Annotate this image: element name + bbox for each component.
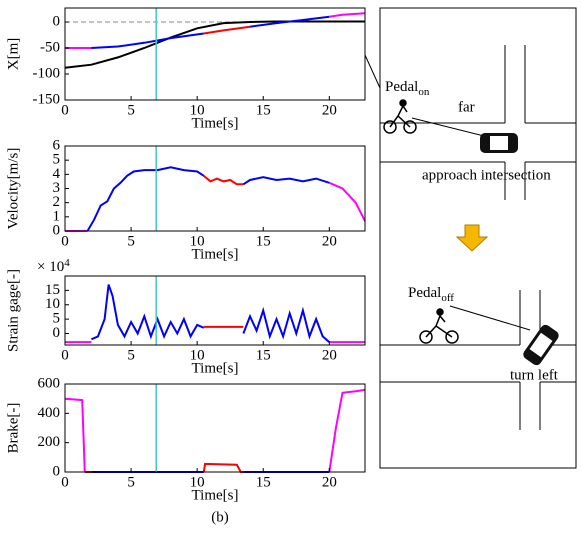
data-line: [203, 175, 244, 186]
y-tick-label: 10: [45, 296, 60, 312]
y-axis-label: Velocity[m/s]: [5, 148, 21, 230]
x-axis-label: Time[s]: [192, 487, 239, 503]
roads-bottom: [380, 290, 576, 430]
data-line: [202, 462, 244, 473]
x-axis-label: Time[s]: [192, 246, 239, 262]
x-tick-label: 20: [322, 102, 337, 118]
y-axis-label: Strain gage[-]: [5, 269, 21, 352]
y-tick-label: 3: [53, 180, 61, 196]
plot-frame: [64, 383, 366, 473]
x-tick-label: 10: [190, 347, 205, 363]
y-tick-label: 400: [38, 405, 61, 421]
exponent-power: 4: [64, 257, 70, 269]
plot-frame: [64, 145, 366, 232]
y-tick-label: -100: [33, 65, 61, 81]
data-line: [329, 12, 366, 18]
down-arrow: [455, 224, 489, 252]
bicycle-bottom: [419, 308, 459, 344]
axis-exponent: × 104: [37, 257, 70, 276]
x-axis-label: Time[s]: [192, 360, 239, 376]
data-line: [249, 15, 330, 28]
x-tick-label: 20: [322, 474, 337, 490]
roads-top: [380, 45, 576, 200]
data-line: [90, 284, 205, 341]
y-tick-label: -50: [40, 39, 60, 55]
x-tick-label: 0: [61, 474, 69, 490]
x-tick-label: 5: [127, 102, 135, 118]
x-tick-label: 10: [190, 102, 205, 118]
pedal-on-sub: on: [418, 86, 430, 98]
y-tick-label: 200: [38, 434, 61, 450]
data-line: [242, 306, 330, 343]
data-line: [203, 25, 251, 35]
y-tick-label: 2: [53, 194, 61, 210]
x-tick-label: 5: [127, 474, 135, 490]
x-tick-label: 10: [190, 233, 205, 249]
turn-label: turn left: [510, 367, 559, 383]
x-tick-label: 15: [256, 347, 271, 363]
scenario-diagram: [364, 7, 577, 469]
x-tick-label: 5: [127, 233, 135, 249]
y-tick-label: 5: [53, 152, 61, 168]
pedal-off: Pedaloff: [408, 285, 454, 303]
y-tick-label: 600: [38, 375, 61, 391]
plot-frame: [64, 7, 366, 101]
y-tick-label: 1: [53, 208, 61, 224]
car-top: [480, 133, 518, 153]
bicycle-top: [383, 99, 417, 134]
y-axis-label: X[m]: [5, 38, 21, 71]
exponent-base: × 10: [37, 259, 64, 275]
y-tick-label: 5: [53, 311, 61, 327]
line-chart: 0 5 10 15 20 -150 -100 -50 0 Time[s] X[m]: [5, 7, 366, 131]
x-tick-label: 0: [61, 102, 69, 118]
data-line: [86, 166, 205, 232]
pedal-on: Pedalon: [385, 79, 430, 97]
pedal-off-text: Pedal: [408, 285, 441, 301]
x-tick-label: 0: [61, 347, 69, 363]
y-axis-label: Brake[-]: [5, 403, 21, 454]
y-tick-label: 0: [53, 325, 61, 341]
car-bottom: [523, 324, 559, 366]
x-tick-label: 0: [61, 233, 69, 249]
x-tick-label: 20: [322, 233, 337, 249]
y-tick-label: 4: [53, 166, 61, 182]
caption: (b): [211, 509, 229, 525]
y-tick-label: 6: [53, 137, 61, 153]
y-tick-label: -150: [33, 91, 61, 107]
y-tick-label: 15: [45, 282, 60, 298]
far-label: far: [458, 99, 475, 115]
approach-label: approach intersection: [422, 167, 551, 183]
y-tick-label: 0: [53, 222, 61, 238]
data-line: [64, 20, 365, 69]
pedal-off-sub: off: [441, 292, 454, 304]
pedal-on-text: Pedal: [385, 79, 418, 95]
data-line: [328, 181, 366, 222]
x-axis-label: Time[s]: [192, 115, 239, 131]
x-tick-label: 5: [127, 347, 135, 363]
plot-frame: [64, 275, 366, 346]
x-tick-label: 10: [190, 474, 205, 490]
leader-line: [364, 54, 381, 89]
x-tick-label: 15: [256, 233, 271, 249]
y-tick-label: 0: [53, 13, 61, 29]
x-tick-label: 15: [256, 102, 271, 118]
data-line: [64, 397, 86, 473]
y-tick-label: 0: [53, 463, 61, 479]
x-tick-label: 20: [322, 347, 337, 363]
data-line: [91, 32, 204, 49]
diagram-frame: [379, 7, 577, 469]
distance-arrow: [449, 305, 531, 331]
data-line: [242, 176, 330, 186]
x-tick-label: 15: [256, 474, 271, 490]
data-line: [328, 388, 366, 473]
